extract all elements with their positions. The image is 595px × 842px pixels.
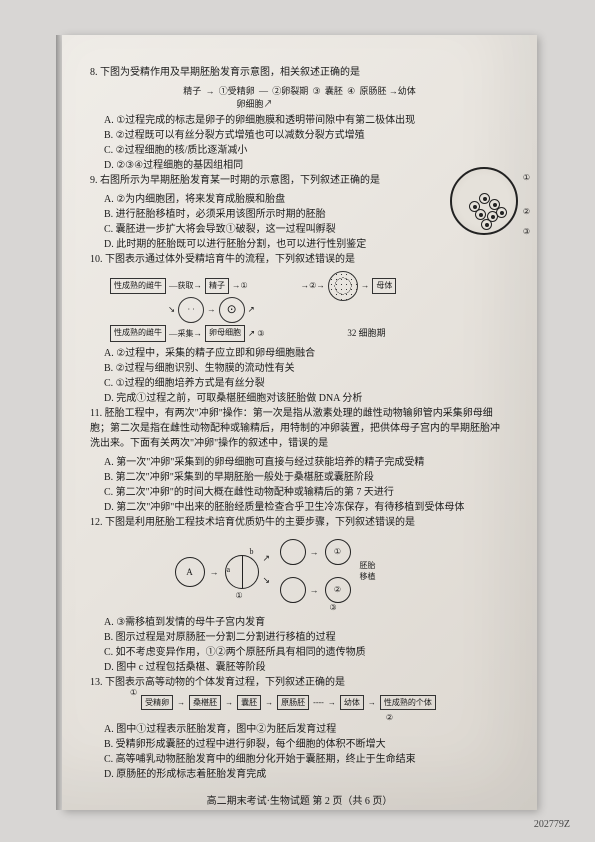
question-13: 13. 下图表示高等动物的个体发育过程，下列叙述正确的是 <box>90 675 509 690</box>
exam-page: 8. 下图为受精作用及早期胚胎发育示意图，相关叙述正确的是 精子 → ①受精卵 … <box>62 35 537 810</box>
question-9: 9. 右图所示为早期胚胎发育某一时期的示意图，下列叙述正确的是 <box>90 173 509 188</box>
q12-diagram: A → a b ↗ ↘ ① → → ① ② ③ 胚胎 移植 <box>170 535 430 610</box>
q9-opt-a: A. ②为内细胞团，将来发育成胎膜和胎盘 <box>90 192 509 207</box>
morula-icon <box>328 271 358 301</box>
q9-label-3: ③ <box>523 227 530 236</box>
q12-opt-d: D. 图中 c 过程包括桑椹、囊胚等阶段 <box>90 660 509 675</box>
q10-opt-b: B. ②过程与细胞识别、生物膜的流动性有关 <box>90 361 509 376</box>
q8-diagram: 精子 → ①受精卵 — ②卵裂期 ③ 囊胚 ④ 原肠胚 →幼体 卵细胞↗ <box>90 84 509 110</box>
question-11: 11. 胚胎工程中，有两次"冲卵"操作：第一次是指从激素处理的雌性动物输卵管内采… <box>90 406 509 451</box>
q10-opt-d: D. 完成①过程之前，可取桑椹胚细胞对该胚胎做 DNA 分析 <box>90 391 509 406</box>
q11-opt-c: C. 第二次"冲卵"的时间大概在雌性动物配种或输精后的第 7 天进行 <box>90 485 509 500</box>
q13-opt-c: C. 高等哺乳动物胚胎发育中的细胞分化开始于囊胚期，终止于生命结束 <box>90 752 509 767</box>
q10-opt-c: C. ①过程的细胞培养方式是有丝分裂 <box>90 376 509 391</box>
page-footer: 高二期末考试·生物试题 第 2 页（共 6 页） <box>90 792 509 807</box>
q10-diagram: 性成熟的雌牛 —获取→ 精子 →① →②→ → 母体 ↘ · · → ⊙ ↗ 性… <box>110 271 509 342</box>
question-10: 10. 下图表示通过体外受精培育牛的流程，下列叙述错误的是 <box>90 252 509 267</box>
q12-opt-c: C. 如不考虑变异作用，①②两个原胚所具有相同的遗传物质 <box>90 645 509 660</box>
q9-opt-d: D. 此时期的胚胎既可以进行胚胎分割，也可以进行性别鉴定 <box>90 237 509 252</box>
q11-stem: 11. 胚胎工程中，有两次"冲卵"操作：第一次是指从激素处理的雌性动物输卵管内采… <box>90 408 500 449</box>
q8-opt-a: A. ①过程完成的标志是卵子的卵细胞膜和透明带间隙中有第二极体出现 <box>90 113 509 128</box>
q9-label-2: ② <box>523 207 530 216</box>
q10-stem: 10. 下图表示通过体外受精培育牛的流程，下列叙述错误的是 <box>90 254 355 265</box>
q10-opt-a: A. ②过程中，采集的精子应立即和卵母细胞融合 <box>90 346 509 361</box>
q13-diagram: ① 受精卵→ 桑椹胚→ 囊胚→ 原肠胚 ----→ 幼体→ 性成熟的个体 <box>130 695 509 710</box>
q8-opt-c: C. ②过程细胞的核/质比逐渐减小 <box>90 143 509 158</box>
document-code: 202779Z <box>534 819 570 830</box>
q12-opt-a: A. ③需移植到发情的母牛子宫内发育 <box>90 615 509 630</box>
q8-opt-b: B. ②过程既可以有丝分裂方式增殖也可以减数分裂方式增殖 <box>90 128 509 143</box>
q12-opt-b: B. 图示过程是对原肠胚一分割二分割进行移植的过程 <box>90 630 509 645</box>
q13-stem: 13. 下图表示高等动物的个体发育过程，下列叙述正确的是 <box>90 677 345 688</box>
q11-opt-d: D. 第二次"冲卵"中出来的胚胎经质量检查合乎卫生冷冻保存，有待移植到受体母体 <box>90 500 509 515</box>
question-12: 12. 下图是利用胚胎工程技术培育优质奶牛的主要步骤，下列叙述错误的是 <box>90 515 509 530</box>
q9-stem: 9. 右图所示为早期胚胎发育某一时期的示意图，下列叙述正确的是 <box>90 175 380 186</box>
q13-opt-d: D. 原肠胚的形成标志着胚胎发育完成 <box>90 767 509 782</box>
q11-opt-a: A. 第一次"冲卵"采集到的卵母细胞可直接与经过获能培养的精子完成受精 <box>90 455 509 470</box>
q11-opt-b: B. 第二次"冲卵"采集到的早期胚胎一般处于桑椹胚或囊胚阶段 <box>90 470 509 485</box>
q9-opt-b: B. 进行胚胎移植时，必须采用该图所示时期的胚胎 <box>90 207 509 222</box>
q8-stem: 8. 下图为受精作用及早期胚胎发育示意图，相关叙述正确的是 <box>90 67 360 78</box>
q13-opt-b: B. 受精卵形成囊胚的过程中进行卵裂，每个细胞的体积不断增大 <box>90 737 509 752</box>
q13-label-2: ② <box>270 713 509 722</box>
q9-opt-c: C. 囊胚进一步扩大将会导致①破裂，这一过程叫孵裂 <box>90 222 509 237</box>
q8-opt-d: D. ②③④过程细胞的基因组相同 <box>90 158 509 173</box>
q9-blastocyst-diagram: ① ② ③ <box>450 167 522 239</box>
q9-label-1: ① <box>523 173 530 182</box>
question-8: 8. 下图为受精作用及早期胚胎发育示意图，相关叙述正确的是 <box>90 65 509 80</box>
q12-stem: 12. 下图是利用胚胎工程技术培育优质奶牛的主要步骤，下列叙述错误的是 <box>90 517 415 528</box>
q13-opt-a: A. 图中①过程表示胚胎发育，图中②为胚后发育过程 <box>90 722 509 737</box>
